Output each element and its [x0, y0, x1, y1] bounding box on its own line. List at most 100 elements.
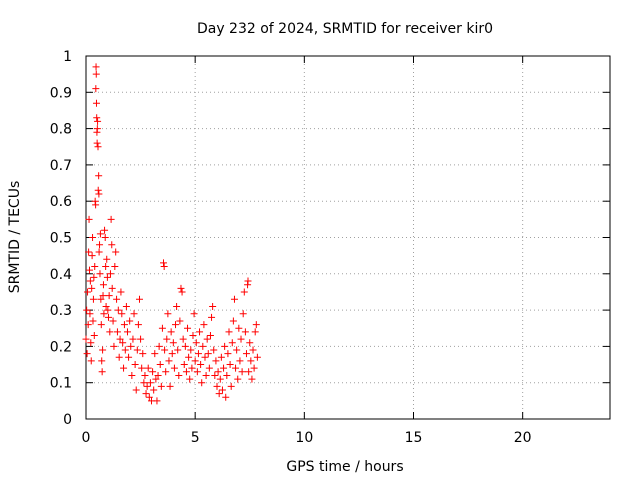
data-point [179, 335, 187, 343]
data-point [177, 284, 185, 292]
data-point [102, 263, 110, 271]
data-point [109, 317, 117, 325]
data-point [94, 143, 102, 151]
data-point [156, 361, 164, 369]
data-point [150, 386, 158, 394]
data-point [92, 63, 100, 71]
y-tick-label: 0.3 [50, 303, 72, 319]
data-point [127, 342, 135, 350]
data-point [149, 368, 157, 376]
data-point [104, 313, 112, 321]
y-tick-label: 0.2 [50, 339, 72, 355]
data-point [247, 357, 255, 365]
data-point [126, 317, 134, 325]
data-point [96, 230, 104, 238]
data-point [167, 328, 175, 336]
data-point [99, 281, 107, 289]
data-point [143, 382, 151, 390]
data-point [110, 342, 118, 350]
data-point [106, 270, 114, 278]
data-point [175, 371, 183, 379]
data-point [181, 342, 189, 350]
data-point [107, 215, 115, 223]
data-point [173, 302, 181, 310]
y-tick-label: 1 [63, 49, 72, 65]
data-point [89, 295, 97, 303]
data-point [92, 85, 100, 93]
data-point [132, 386, 140, 394]
data-point [199, 342, 207, 350]
x-axis-label: GPS time / hours [286, 459, 403, 475]
data-point [103, 255, 111, 263]
data-point [216, 375, 224, 383]
data-point [233, 346, 241, 354]
data-point [108, 241, 116, 249]
data-point [120, 321, 128, 329]
data-point [244, 277, 252, 285]
data-point [102, 302, 110, 310]
data-point [185, 353, 193, 361]
data-point [209, 302, 217, 310]
data-point [90, 332, 98, 340]
data-point [228, 339, 236, 347]
data-point [91, 263, 99, 271]
data-point [122, 302, 130, 310]
data-point [86, 310, 94, 318]
data-point [146, 379, 154, 387]
data-point [193, 368, 201, 376]
data-point [93, 139, 101, 147]
data-point [87, 339, 95, 347]
data-point [226, 361, 234, 369]
data-point [101, 234, 109, 241]
data-point [160, 263, 168, 271]
data-point [99, 346, 107, 354]
data-point [103, 273, 111, 281]
data-point [98, 368, 106, 376]
data-point [192, 339, 200, 347]
data-point [100, 310, 108, 318]
data-point [121, 346, 129, 354]
data-point [221, 342, 229, 350]
data-series [82, 63, 261, 405]
data-point [229, 317, 237, 325]
data-point [186, 375, 194, 383]
data-point [217, 353, 225, 361]
data-point [85, 215, 93, 223]
data-point [134, 321, 142, 329]
data-point [174, 346, 182, 354]
data-point [88, 252, 96, 260]
data-point [128, 371, 136, 379]
data-point [224, 350, 232, 358]
data-point [153, 397, 161, 405]
data-point [222, 393, 230, 401]
data-point [218, 386, 226, 394]
data-point [237, 335, 245, 343]
data-point [104, 306, 112, 314]
data-point [119, 339, 127, 347]
data-point [125, 353, 133, 361]
data-point [242, 350, 250, 358]
data-point [220, 364, 228, 372]
data-point [194, 350, 202, 358]
data-point [82, 335, 90, 343]
data-point [140, 379, 148, 387]
data-point [120, 364, 128, 372]
data-point [135, 295, 143, 303]
data-point [154, 371, 162, 379]
data-point [131, 361, 139, 369]
data-point [248, 375, 256, 383]
data-point [144, 364, 152, 372]
data-point [188, 364, 196, 372]
data-point [92, 201, 100, 209]
y-tick-label: 0.1 [50, 376, 72, 392]
data-point [98, 357, 106, 365]
x-tick-label: 10 [295, 430, 313, 446]
data-point [94, 117, 102, 125]
data-point [251, 328, 259, 336]
data-point [87, 357, 95, 365]
data-point [92, 99, 100, 107]
data-point [180, 361, 188, 369]
data-point [253, 353, 261, 361]
data-point [249, 346, 257, 354]
